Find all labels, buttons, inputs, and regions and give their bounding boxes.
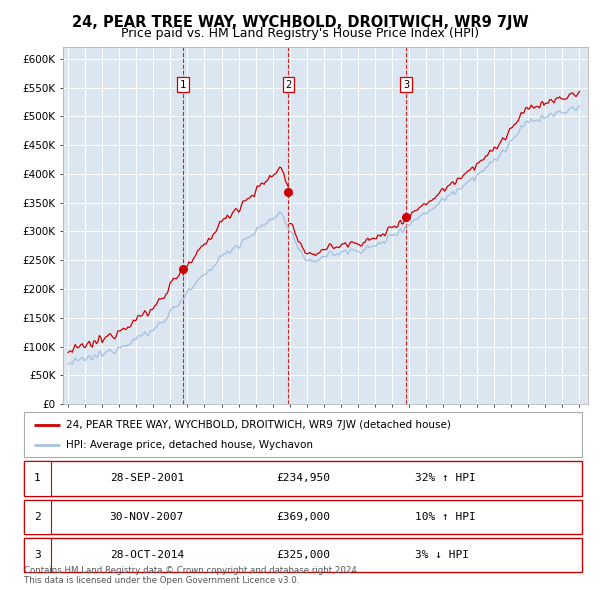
Text: £369,000: £369,000 [276,512,330,522]
Text: 10% ↑ HPI: 10% ↑ HPI [415,512,475,522]
Text: 2: 2 [285,80,292,90]
Text: HPI: Average price, detached house, Wychavon: HPI: Average price, detached house, Wych… [66,440,313,450]
Text: Contains HM Land Registry data © Crown copyright and database right 2024.
This d: Contains HM Land Registry data © Crown c… [24,566,359,585]
Text: 32% ↑ HPI: 32% ↑ HPI [415,474,475,483]
Text: 1: 1 [180,80,186,90]
Text: 24, PEAR TREE WAY, WYCHBOLD, DROITWICH, WR9 7JW: 24, PEAR TREE WAY, WYCHBOLD, DROITWICH, … [71,15,529,30]
Text: 30-NOV-2007: 30-NOV-2007 [110,512,184,522]
Text: 3% ↓ HPI: 3% ↓ HPI [415,550,469,560]
Text: 3: 3 [403,80,409,90]
Bar [24,500,51,534]
Text: £325,000: £325,000 [276,550,330,560]
Text: 2: 2 [34,512,41,522]
Text: Price paid vs. HM Land Registry's House Price Index (HPI): Price paid vs. HM Land Registry's House … [121,27,479,40]
Text: 28-SEP-2001: 28-SEP-2001 [110,474,184,483]
Text: 3: 3 [34,550,41,560]
Bar [24,461,51,496]
Text: £234,950: £234,950 [276,474,330,483]
Text: 28-OCT-2014: 28-OCT-2014 [110,550,184,560]
Text: 24, PEAR TREE WAY, WYCHBOLD, DROITWICH, WR9 7JW (detached house): 24, PEAR TREE WAY, WYCHBOLD, DROITWICH, … [66,419,451,430]
Text: 1: 1 [34,474,41,483]
Bar [24,538,51,572]
